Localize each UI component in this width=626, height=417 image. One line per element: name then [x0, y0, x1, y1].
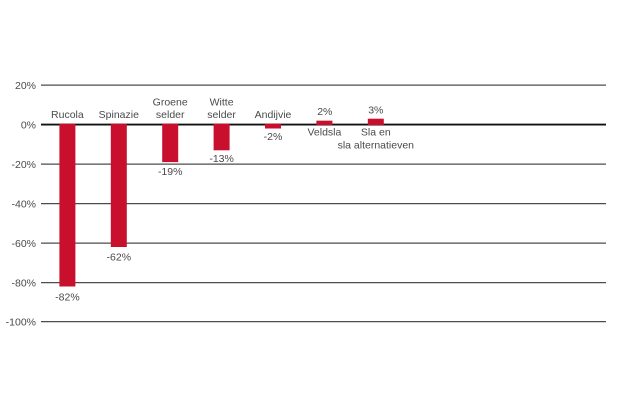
svg-text:-62%: -62%: [107, 252, 132, 264]
svg-text:-100%: -100%: [6, 316, 36, 328]
svg-text:3%: 3%: [368, 105, 383, 117]
svg-text:-13%: -13%: [209, 153, 234, 165]
svg-text:Rucola: Rucola: [51, 109, 84, 121]
svg-text:0%: 0%: [21, 119, 36, 131]
svg-text:2%: 2%: [317, 106, 332, 118]
svg-text:-80%: -80%: [11, 277, 36, 289]
svg-text:Veldsla: Veldsla: [307, 127, 341, 139]
svg-text:Groene: Groene: [153, 97, 188, 109]
svg-text:Spinazie: Spinazie: [99, 109, 139, 121]
svg-text:-82%: -82%: [55, 292, 80, 304]
svg-text:-20%: -20%: [11, 159, 36, 171]
svg-text:-60%: -60%: [11, 238, 36, 250]
svg-text:sla alternatieven: sla alternatieven: [338, 140, 415, 152]
svg-text:Witte: Witte: [210, 97, 234, 109]
svg-text:Sla en: Sla en: [361, 127, 391, 139]
svg-text:-40%: -40%: [11, 198, 36, 210]
svg-text:selder: selder: [207, 109, 236, 121]
svg-text:Andijvie: Andijvie: [255, 109, 292, 121]
svg-text:20%: 20%: [15, 80, 36, 92]
svg-text:-19%: -19%: [158, 166, 183, 178]
svg-text:selder: selder: [156, 109, 185, 121]
svg-text:-2%: -2%: [264, 131, 283, 143]
